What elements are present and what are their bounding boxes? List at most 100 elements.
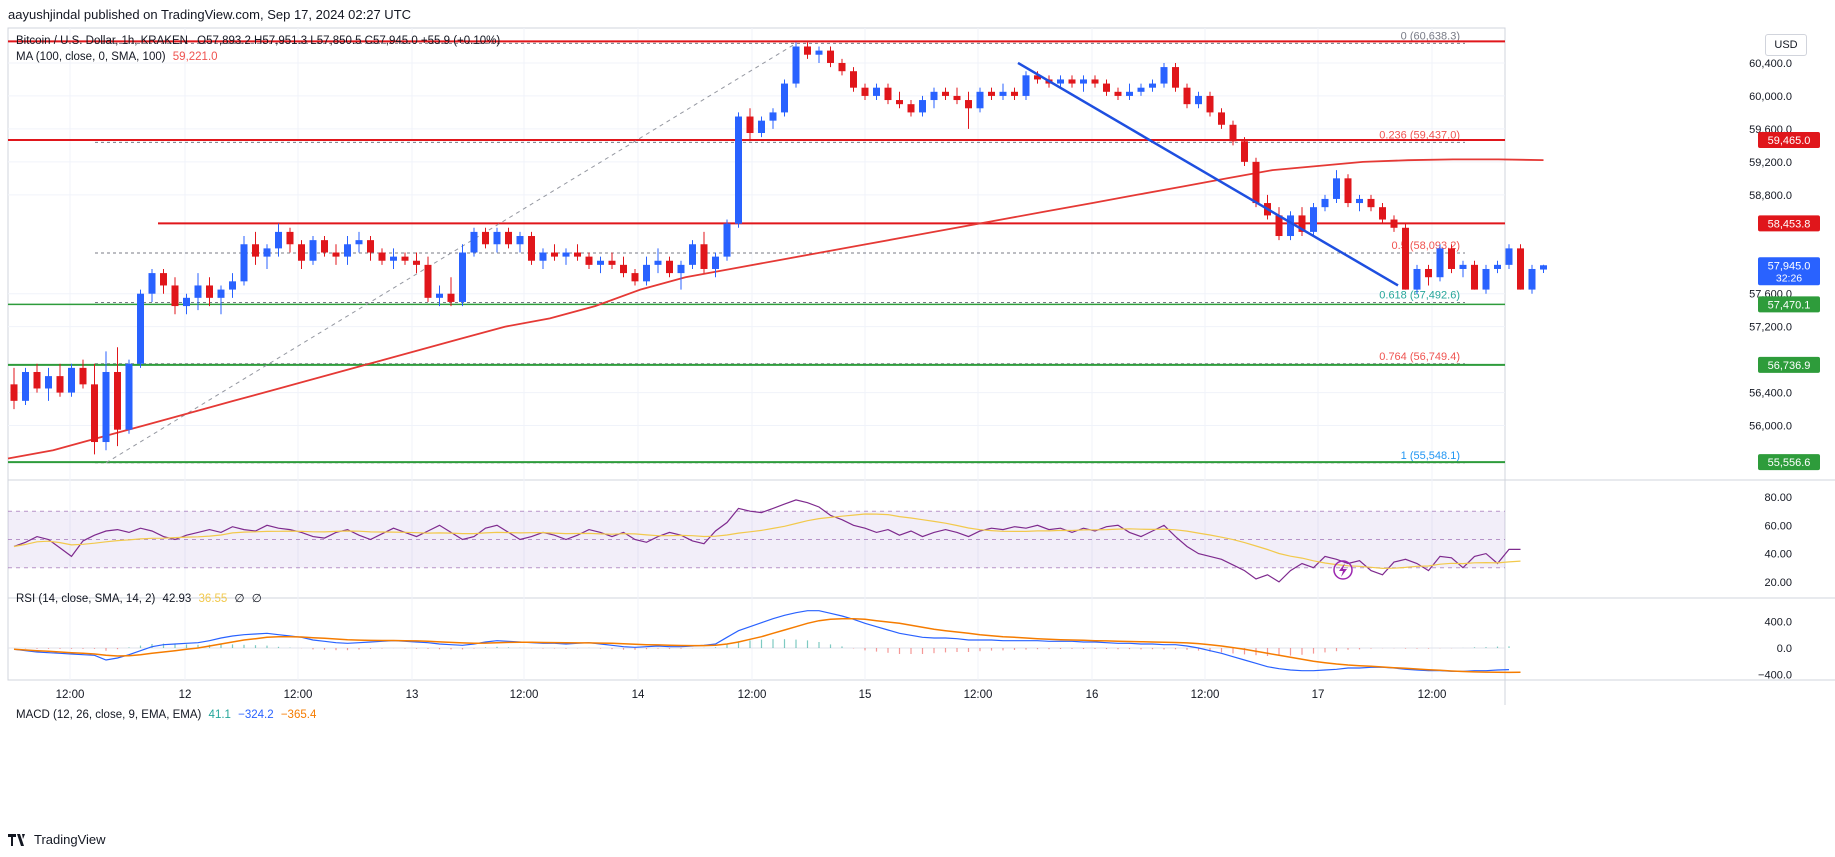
candle-body bbox=[781, 83, 788, 113]
macd-label[interactable]: MACD (12, 26, close, 9, EMA, EMA) bbox=[16, 709, 202, 721]
candle-body bbox=[470, 231, 478, 253]
candle-body bbox=[1298, 215, 1306, 232]
candle-body bbox=[45, 376, 52, 389]
last-price-badge-bg bbox=[1758, 257, 1820, 286]
macd-line bbox=[13, 610, 1510, 672]
candle-body bbox=[1011, 91, 1018, 96]
x-tick-label: 12 bbox=[179, 689, 192, 701]
candle-body bbox=[1114, 91, 1122, 96]
candle-body bbox=[976, 91, 984, 109]
candle-body bbox=[1022, 75, 1030, 96]
candle-body bbox=[424, 264, 432, 298]
candle-body bbox=[631, 273, 639, 282]
candle-body bbox=[539, 252, 547, 261]
candle-body bbox=[1356, 198, 1363, 204]
candle-body bbox=[1333, 178, 1340, 199]
candle-body bbox=[1287, 215, 1294, 237]
candle-body bbox=[1229, 124, 1237, 142]
candle-body bbox=[850, 71, 857, 88]
fib-level-label: 0.236 (59,437.0) bbox=[1379, 129, 1460, 141]
candle-body bbox=[838, 62, 846, 72]
candle-body bbox=[79, 367, 87, 385]
y-tick-label: 60,400.0 bbox=[1749, 58, 1792, 70]
candle-body bbox=[1091, 79, 1099, 84]
candle-body bbox=[390, 256, 397, 261]
candle-body bbox=[723, 223, 731, 257]
macd-legend: MACD (12, 26, close, 9, EMA, EMA) 41.1 −… bbox=[16, 709, 316, 721]
rsi-label[interactable]: RSI (14, close, SMA, 14, 2) bbox=[16, 593, 156, 605]
candle-body bbox=[1528, 268, 1536, 290]
candle-body bbox=[608, 260, 616, 265]
ma-label[interactable]: MA (100, close, 0, SMA, 100) bbox=[16, 51, 166, 63]
candle-body bbox=[1425, 268, 1432, 278]
alert-icon-bolt bbox=[1339, 563, 1347, 577]
candle-body bbox=[597, 260, 604, 265]
support-price-badge-bg bbox=[1758, 356, 1820, 373]
candle-body bbox=[827, 50, 834, 63]
rsi-zone1: ∅ bbox=[234, 593, 245, 605]
fib-trend-line bbox=[105, 42, 797, 464]
candle-body bbox=[355, 240, 363, 245]
tradingview-logo[interactable]: TradingView bbox=[8, 832, 106, 847]
resistance-price-badge-bg bbox=[1758, 132, 1820, 149]
rsi-tick-label: 80.00 bbox=[1764, 492, 1792, 504]
currency-button[interactable]: USD bbox=[1765, 34, 1807, 56]
candle-body bbox=[1321, 198, 1329, 208]
publisher-header: aayushjindal published on TradingView.co… bbox=[8, 7, 412, 22]
candle-body bbox=[562, 252, 570, 257]
candle-body bbox=[1195, 95, 1202, 105]
candle-body bbox=[735, 116, 742, 224]
y-tick-label: 60,000.0 bbox=[1749, 91, 1792, 103]
candle-body bbox=[654, 260, 662, 265]
y-tick-label: 57,200.0 bbox=[1749, 322, 1792, 334]
tradingview-logo-text: TradingView bbox=[34, 832, 106, 847]
candle-body bbox=[1459, 264, 1467, 269]
candle-body bbox=[1275, 215, 1283, 237]
x-tick-label: 15 bbox=[859, 689, 872, 701]
candle-body bbox=[1310, 207, 1317, 232]
candle-body bbox=[1126, 91, 1133, 96]
candle-body bbox=[712, 256, 719, 269]
support-price-badge: 57,470.1 bbox=[1768, 299, 1811, 311]
candle-body bbox=[1505, 248, 1513, 265]
candle-body bbox=[309, 240, 317, 261]
y-tick-label: 56,000.0 bbox=[1749, 421, 1792, 433]
candle-body bbox=[620, 264, 627, 274]
candle-body bbox=[194, 285, 202, 298]
fib-level-label: 1 (55,548.1) bbox=[1401, 450, 1460, 462]
x-tick-label: 12:00 bbox=[964, 689, 993, 701]
symbol-legend: Bitcoin / U.S. Dollar, 1h, KRAKEN O57,89… bbox=[16, 35, 500, 47]
candle-body bbox=[1103, 83, 1110, 92]
candle-body bbox=[114, 371, 121, 430]
x-tick-label: 17 bbox=[1312, 689, 1325, 701]
candle-body bbox=[1160, 67, 1168, 84]
candle-body bbox=[505, 231, 512, 245]
candle-body bbox=[298, 244, 305, 261]
rsi-tick-label: 40.00 bbox=[1764, 549, 1792, 561]
candle-body bbox=[1172, 67, 1179, 88]
candle-body bbox=[689, 244, 696, 265]
candle-body bbox=[1390, 219, 1398, 228]
candle-body bbox=[240, 244, 248, 282]
symbol-title[interactable]: Bitcoin / U.S. Dollar, 1h, KRAKEN bbox=[16, 35, 188, 47]
candle-body bbox=[321, 240, 328, 253]
support-price-badge-bg bbox=[1758, 296, 1820, 313]
candle-body bbox=[1206, 95, 1214, 113]
candle-body bbox=[700, 244, 708, 269]
candle-body bbox=[332, 252, 340, 257]
candle-body bbox=[815, 50, 823, 55]
ohlc-values: O57,893.2 H57,951.3 L57,850.5 C57,945.0 … bbox=[197, 35, 501, 47]
candle-body bbox=[1471, 264, 1478, 290]
candle-body bbox=[999, 91, 1007, 96]
x-tick-label: 14 bbox=[632, 689, 645, 701]
candle-body bbox=[436, 293, 443, 298]
candle-body bbox=[953, 95, 961, 101]
x-tick-label: 12:00 bbox=[510, 689, 539, 701]
macd-hist-value: 41.1 bbox=[208, 709, 231, 721]
candle-body bbox=[160, 273, 167, 286]
candle-body bbox=[907, 104, 915, 113]
candle-body bbox=[677, 264, 685, 274]
ma-value: 59,221.0 bbox=[172, 51, 218, 63]
candle-body bbox=[125, 363, 133, 430]
